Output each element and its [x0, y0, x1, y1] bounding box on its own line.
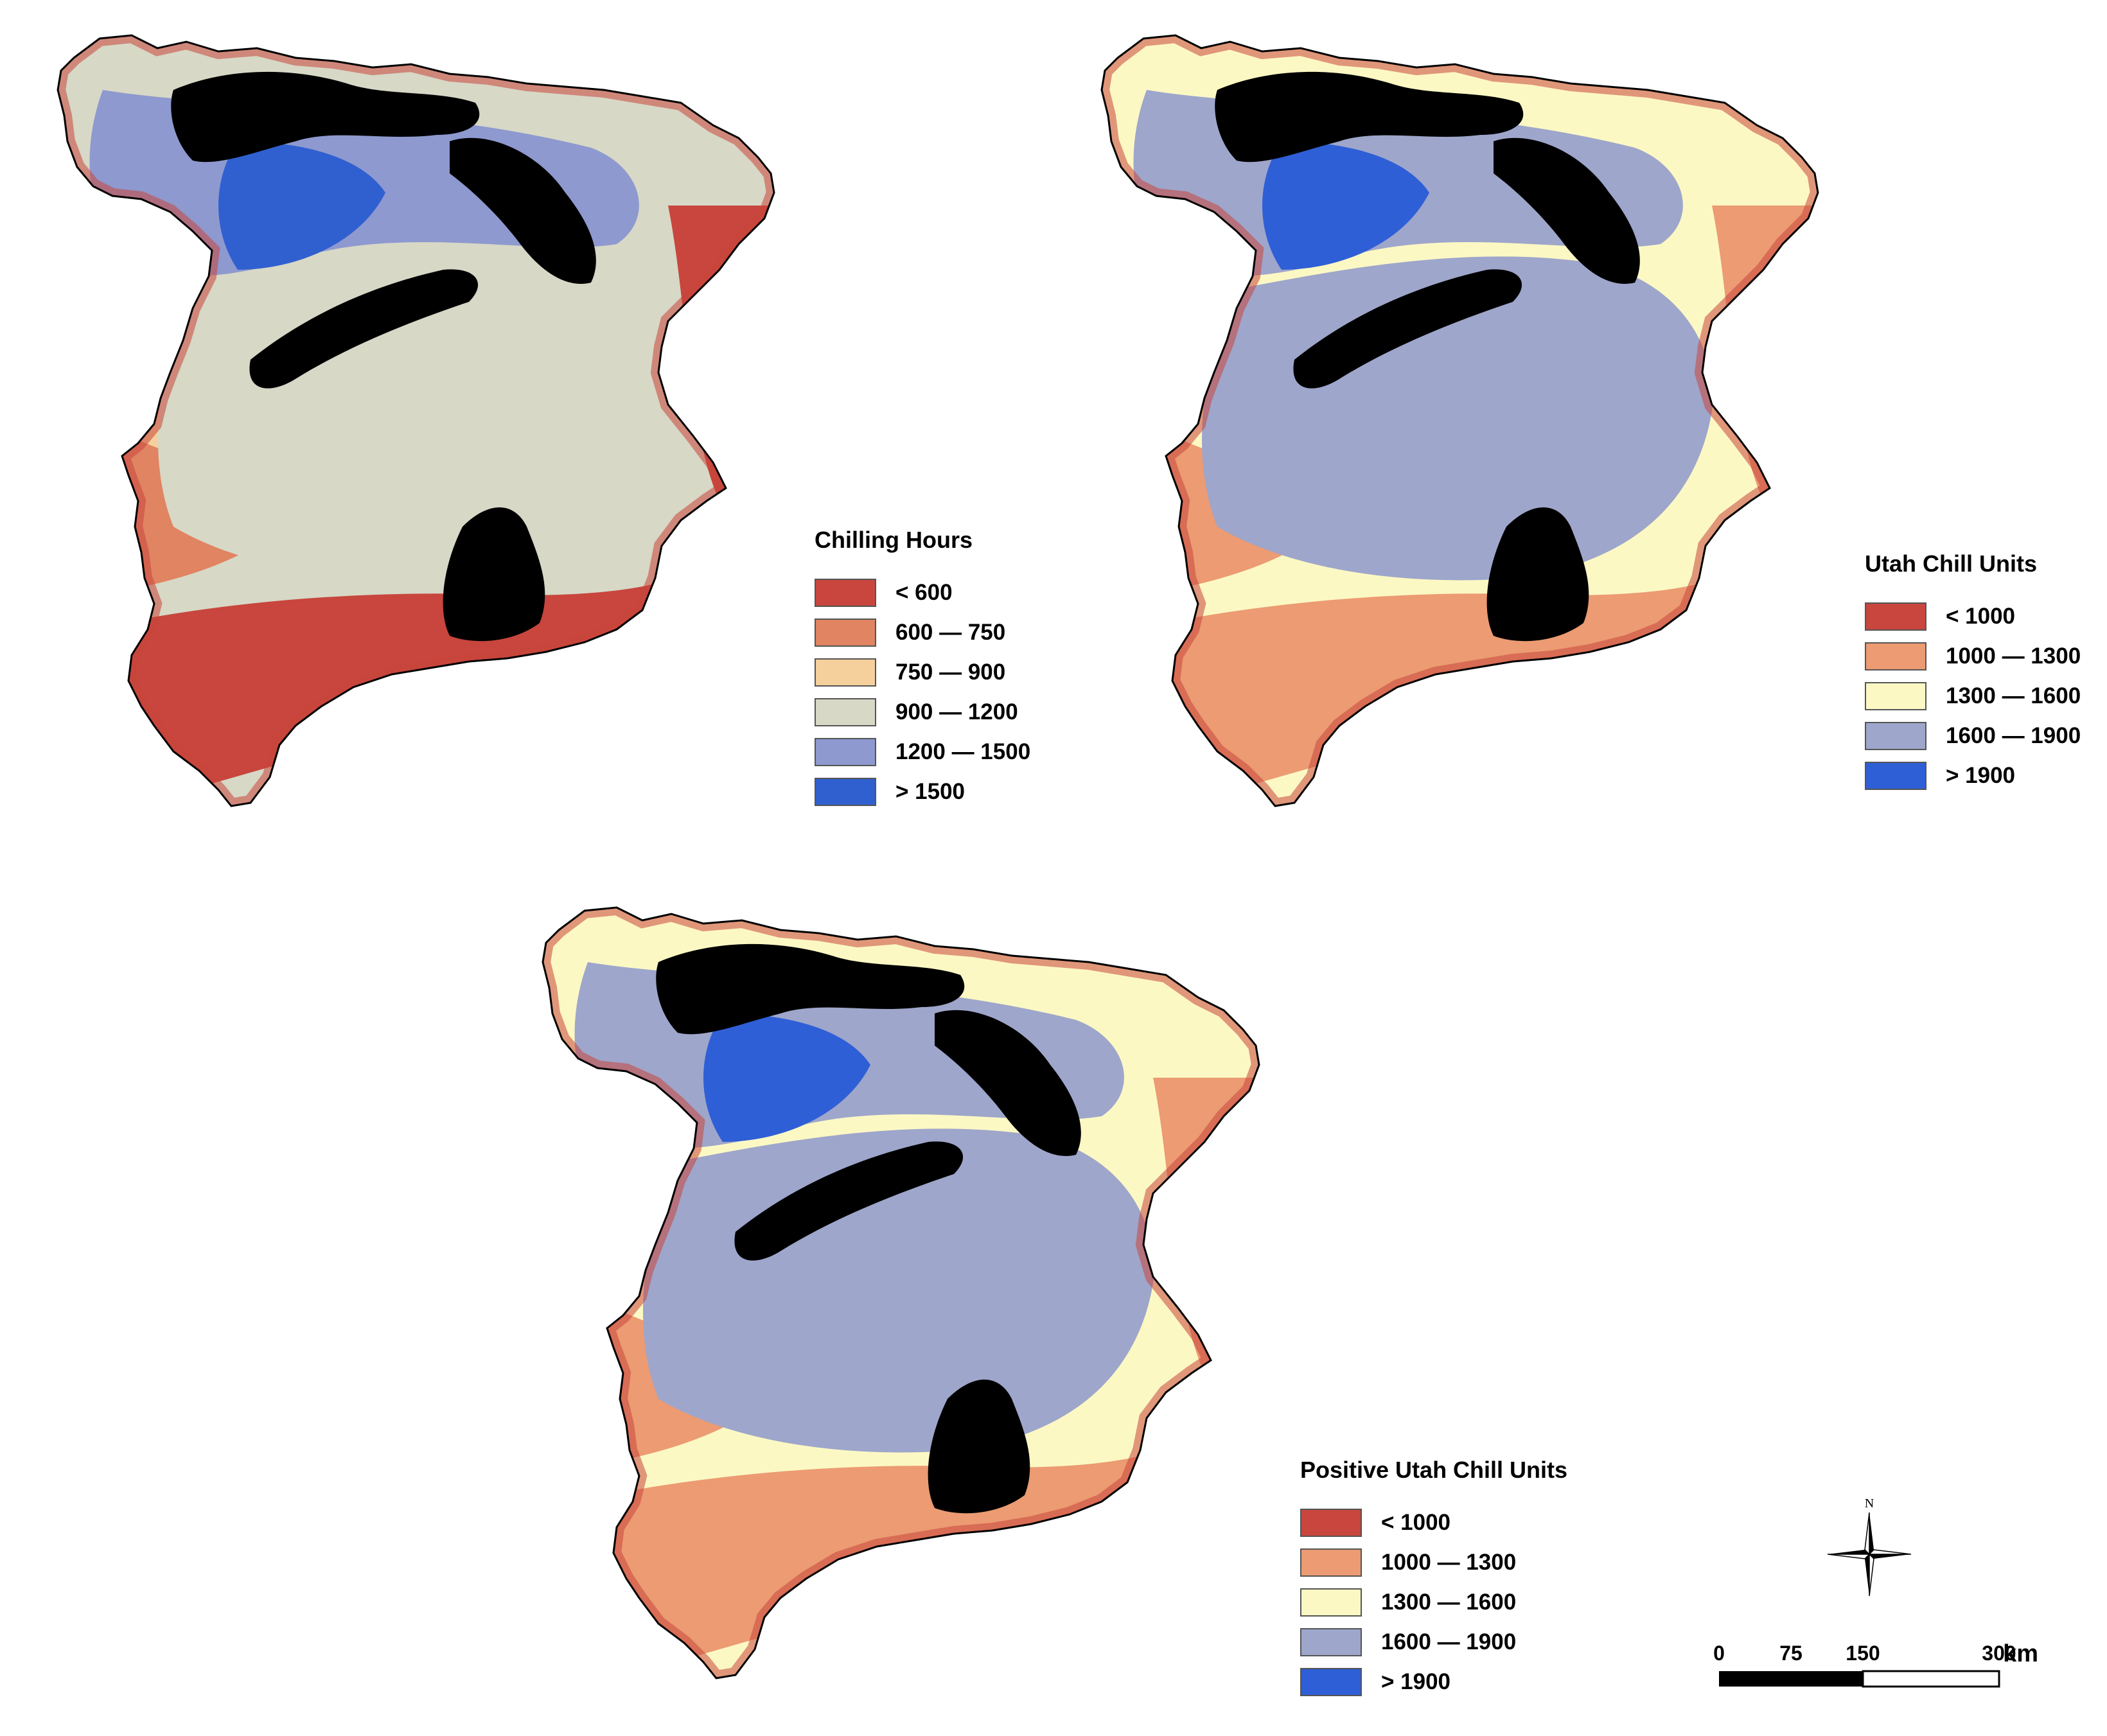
legend-swatch: [1865, 762, 1926, 790]
legend-item: 900 — 1200: [815, 692, 1030, 732]
map-positive-utah-chill-units: [542, 906, 1260, 1679]
legend-title: Positive Utah Chill Units: [1300, 1457, 1568, 1483]
legend-label: 600 — 750: [895, 620, 1006, 645]
legend-item: 1000 — 1300: [1300, 1543, 1567, 1583]
legend-swatch: [815, 778, 876, 806]
country-outline: [1100, 34, 1819, 807]
scale-segment-filled: [1719, 1671, 1863, 1687]
scale-tick-label: 300: [1982, 1642, 2016, 1665]
country-outline: [542, 906, 1260, 1679]
legend-item: 1600 — 1900: [1300, 1622, 1567, 1662]
legend-label: < 1000: [1381, 1510, 1451, 1535]
scale-unit: km: [2003, 1640, 2038, 1667]
region-mountains: [928, 1380, 1030, 1514]
region-meseta: [1262, 141, 1429, 270]
region-meseta: [703, 1013, 870, 1142]
legend-item: 750 — 900: [815, 653, 1030, 692]
legend-title: Chilling Hours: [815, 527, 973, 553]
legend-swatch: [1865, 682, 1926, 710]
legend-swatch: [815, 618, 876, 647]
legend-label: > 1500: [895, 779, 965, 804]
region-mountains: [450, 137, 596, 284]
region-mountains: [1293, 269, 1522, 389]
legend-swatch: [815, 658, 876, 687]
map-chilling-hours: [57, 34, 775, 807]
north-label: N: [1865, 1496, 1874, 1511]
region-mountains: [1494, 137, 1640, 284]
legend-label: 1000 — 1300: [1381, 1550, 1517, 1575]
legend-swatch: [815, 698, 876, 726]
legend-swatch: [1300, 1668, 1362, 1696]
region-mountains: [734, 1141, 964, 1261]
north-arrow-icon: N: [1828, 1496, 1911, 1596]
legend-title: Utah Chill Units: [1865, 550, 2037, 577]
legend-label: 1200 — 1500: [895, 739, 1031, 764]
legend-utah-chill-units: Utah Chill Units < 1000 1000 — 1300 1300…: [1865, 550, 2081, 796]
legend-item: 1300 — 1600: [1865, 676, 2081, 716]
map-utah-chill-units: [1100, 34, 1819, 807]
legend-label: 1600 — 1900: [1381, 1629, 1517, 1654]
legend-swatch: [1300, 1509, 1362, 1537]
legend-swatch: [815, 579, 876, 607]
legend-swatch: [1300, 1548, 1362, 1577]
legend-label: 900 — 1200: [895, 699, 1018, 724]
legend-swatch: [1300, 1588, 1362, 1617]
legend-item: 1000 — 1300: [1865, 636, 2081, 676]
legend-item: > 1900: [1865, 756, 2081, 796]
region-mountains: [171, 71, 480, 162]
legend-swatch: [1300, 1628, 1362, 1656]
legend-item: 1200 — 1500: [815, 732, 1030, 772]
scale-bar: 0 75 150 300 km: [1713, 1640, 2038, 1688]
legend-swatch: [1865, 642, 1926, 671]
legend-label: 1000 — 1300: [1946, 644, 2081, 669]
legend-label: < 1000: [1946, 604, 2016, 629]
legend-item: 1300 — 1600: [1300, 1583, 1567, 1622]
region-mountains: [443, 507, 545, 642]
legend-item: > 1900: [1300, 1662, 1567, 1702]
country-outline: [57, 34, 775, 807]
legend-chilling-hours: Chilling Hours < 600 600 — 750 750 — 900…: [815, 527, 1030, 812]
legend-item: 600 — 750: [815, 613, 1030, 653]
legend-label: > 1900: [1381, 1669, 1451, 1694]
legend-item: < 1000: [1300, 1503, 1567, 1543]
scale-tick-label: 0: [1713, 1642, 1725, 1665]
legend-label: 1300 — 1600: [1381, 1590, 1517, 1615]
scale-tick-label: 150: [1846, 1642, 1880, 1665]
region-meseta: [218, 141, 385, 270]
legend-label: < 600: [895, 580, 953, 605]
legend-swatch: [1865, 722, 1926, 750]
region-mountains: [1486, 507, 1589, 642]
legend-label: 1600 — 1900: [1946, 723, 2081, 748]
scale-segment-empty: [1862, 1670, 2000, 1688]
legend-label: > 1900: [1946, 763, 2016, 788]
legend-label: 1300 — 1600: [1946, 683, 2081, 708]
legend-item: < 1000: [1865, 597, 2081, 636]
legend-swatch: [815, 738, 876, 766]
legend-item: 1600 — 1900: [1865, 716, 2081, 756]
scale-tick-label: 75: [1779, 1642, 1803, 1665]
legend-item: < 600: [815, 573, 1030, 613]
region-mountains: [1215, 71, 1524, 162]
legend-positive-utah-chill-units: Positive Utah Chill Units < 1000 1000 — …: [1300, 1457, 1567, 1702]
legend-item: > 1500: [815, 772, 1030, 812]
legend-swatch: [1865, 602, 1926, 631]
legend-label: 750 — 900: [895, 660, 1006, 685]
region-mountains: [935, 1010, 1081, 1156]
region-mountains: [656, 943, 965, 1035]
region-mountains: [249, 269, 479, 389]
